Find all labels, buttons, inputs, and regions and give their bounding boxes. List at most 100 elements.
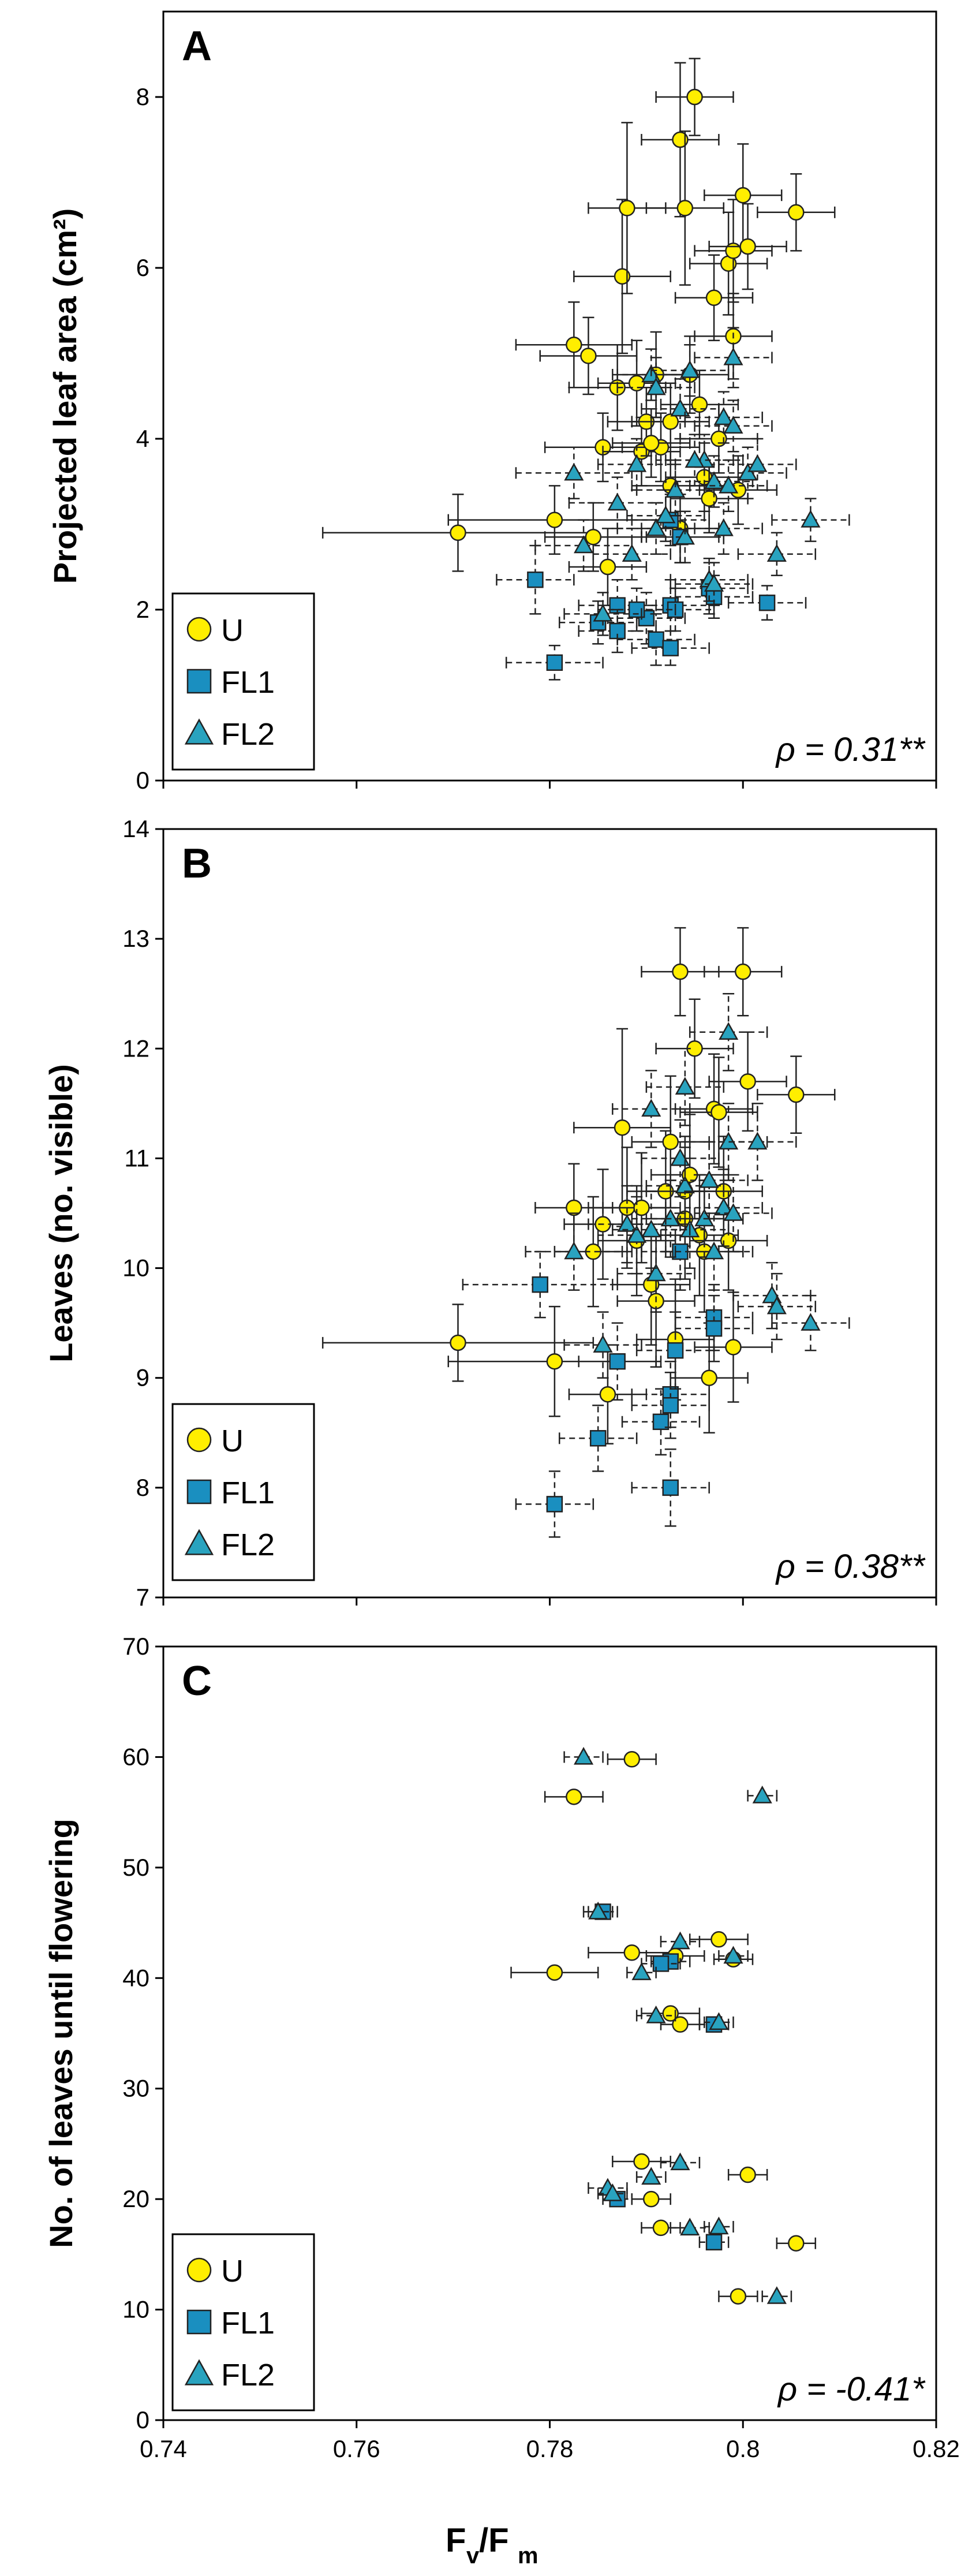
data-point-u <box>450 1334 466 1352</box>
data-point-fl2 <box>680 360 700 378</box>
data-point-u <box>614 268 631 285</box>
legend-marker-fl2 <box>184 1529 214 1555</box>
x-tick-label: 0.74 <box>140 2435 187 2462</box>
x-tick-label: 0.76 <box>333 2435 380 2462</box>
data-point-fl2 <box>766 2286 787 2304</box>
data-point-fl2 <box>656 505 676 524</box>
series-fl2 <box>563 1746 792 2304</box>
y-axis-title: No. of leaves until flowering <box>43 1819 79 2248</box>
legend-label: FL1 <box>221 1476 275 1510</box>
legend: U FL1 FL2 <box>171 1403 315 1581</box>
data-point-fl2 <box>752 1785 772 1804</box>
data-point-u <box>566 1199 582 1216</box>
legend: U FL1 FL2 <box>171 592 315 771</box>
data-point-fl1 <box>705 1320 723 1337</box>
y-tick-label: 13 <box>122 925 149 952</box>
error-bar <box>525 1212 623 1291</box>
data-point-u <box>642 2190 660 2208</box>
data-point-fl1 <box>758 594 776 611</box>
panel-b: 7 8 9 10 11 12 13 14 Leaves (no. visible) Bρ = 0.… <box>43 815 937 1611</box>
data-point-u <box>599 558 616 576</box>
error-bar <box>655 434 734 487</box>
data-point-u <box>725 242 742 259</box>
y-tick-label: 0 <box>136 767 149 794</box>
data-point-fl2 <box>574 535 594 554</box>
y-tick-label: 0 <box>136 2406 149 2433</box>
series-fl1 <box>496 493 807 681</box>
data-point-fl2 <box>704 1241 724 1260</box>
data-point-fl2 <box>660 1208 680 1227</box>
y-tick-label: 20 <box>122 2185 149 2212</box>
series-u <box>510 1751 817 2305</box>
x-tick-label: 0.78 <box>526 2435 574 2462</box>
data-point-u <box>691 396 708 413</box>
data-point-fl2 <box>738 462 758 481</box>
x-axis-title: F v /F m <box>446 2522 539 2568</box>
data-point-fl2 <box>607 492 627 511</box>
data-point-fl2 <box>766 544 787 562</box>
data-point-u <box>735 186 751 204</box>
y-axis-title: Projected leaf area (cm²) <box>47 208 83 584</box>
data-point-u <box>672 2016 689 2033</box>
data-point-u <box>739 1073 756 1090</box>
data-point-u <box>623 1944 641 1961</box>
data-point-fl2 <box>641 2167 661 2185</box>
data-point-fl2 <box>699 1170 719 1188</box>
data-point-fl1 <box>662 1397 679 1414</box>
data-point-fl2 <box>709 2216 729 2235</box>
data-point-fl1 <box>667 1342 684 1359</box>
data-point-fl1 <box>609 1353 626 1370</box>
series-u <box>321 58 836 606</box>
data-point-u <box>652 2219 670 2237</box>
error-bar <box>597 1196 676 1275</box>
legend-label: U <box>221 613 244 648</box>
data-point-fl2 <box>646 2005 666 2024</box>
error-bar <box>660 2156 701 2168</box>
data-point-fl2 <box>685 450 705 468</box>
data-point-fl1 <box>705 2234 723 2251</box>
data-point-u <box>672 131 689 148</box>
legend-marker-fl1 <box>186 669 212 694</box>
legend-marker-fl2 <box>184 2359 214 2385</box>
data-point-fl1 <box>662 1479 679 1496</box>
legend-label: FL1 <box>221 665 275 700</box>
series-fl1 <box>462 1212 754 1538</box>
y-tick-label: 4 <box>136 425 149 452</box>
data-point-u <box>788 1086 805 1103</box>
data-point-u <box>662 413 679 430</box>
data-point-fl2 <box>603 2183 623 2201</box>
data-point-fl2 <box>709 2012 729 2030</box>
y-tick-label: 12 <box>122 1035 149 1062</box>
data-point-fl2 <box>713 518 734 536</box>
error-bar <box>771 1294 850 1352</box>
data-point-fl2 <box>627 454 647 472</box>
error-bar <box>641 1119 720 1198</box>
y-tick-label: 14 <box>122 815 149 842</box>
data-point-fl2 <box>617 1214 637 1232</box>
error-bar <box>645 1048 725 1126</box>
data-point-fl2 <box>719 1132 739 1150</box>
data-point-fl2 <box>747 1132 768 1150</box>
series-fl2 <box>525 992 850 1379</box>
error-bar <box>616 613 695 666</box>
error-bar <box>727 585 807 621</box>
data-point-fl2 <box>670 1931 690 1950</box>
y-tick-label: 6 <box>136 254 149 281</box>
x-axis-title-sep: /F <box>479 2522 509 2559</box>
data-point-u <box>711 1104 727 1121</box>
data-point-fl2 <box>723 416 743 434</box>
error-bar <box>718 1103 797 1181</box>
data-point-u <box>705 289 723 307</box>
correlation-annotation: ρ = 0.38** <box>775 1548 926 1585</box>
error-bar <box>650 344 730 397</box>
legend: U FL1 FL2 <box>171 2233 315 2411</box>
legend-label: FL2 <box>221 717 275 752</box>
x-tick-label: 0.82 <box>913 2435 960 2462</box>
data-point-u <box>566 336 582 353</box>
data-point-fl2 <box>665 480 686 498</box>
data-point-u <box>566 1789 582 1805</box>
data-point-u <box>546 1964 563 1981</box>
error-bar <box>694 1174 773 1253</box>
legend-marker-u <box>186 2257 212 2283</box>
error-bar <box>631 1448 710 1527</box>
